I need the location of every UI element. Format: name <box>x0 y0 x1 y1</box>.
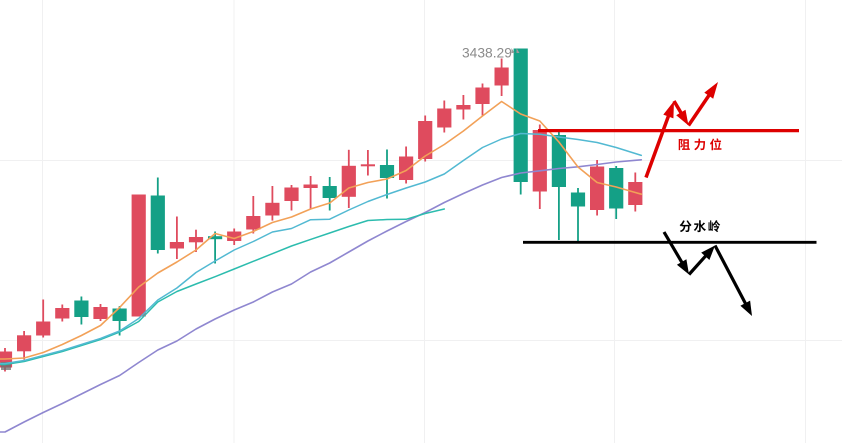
svg-text:3438.29: 3438.29 <box>462 46 512 61</box>
